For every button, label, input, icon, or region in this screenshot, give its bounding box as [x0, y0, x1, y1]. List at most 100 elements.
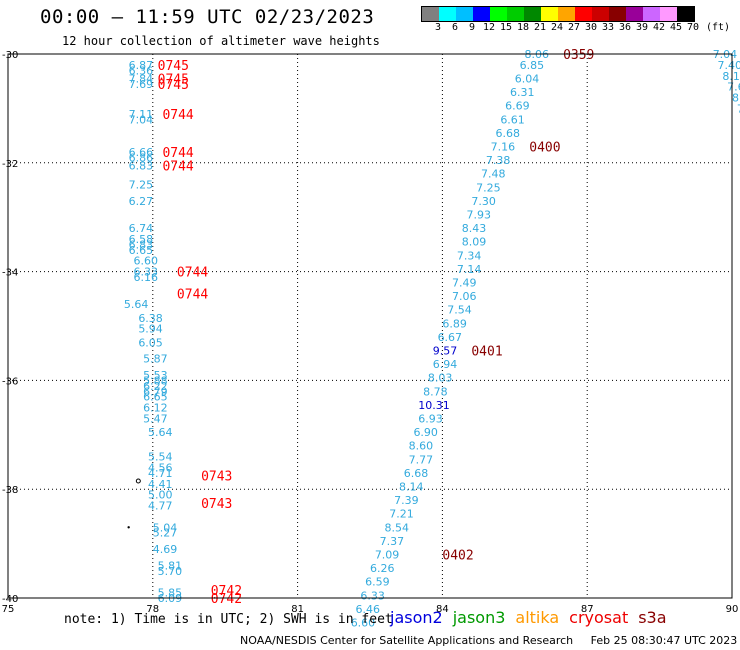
swh-label: 7.34 — [457, 249, 482, 262]
satellite-altika: altika — [515, 608, 560, 627]
swh-label: 8.60 — [409, 440, 434, 453]
color-scale-label: 12 — [482, 22, 496, 33]
color-scale-label: 27 — [567, 22, 581, 33]
time-label: 0401 — [471, 344, 502, 359]
swh-label: 6.16 — [133, 271, 158, 284]
swh-label: 4.69 — [153, 543, 178, 556]
swh-label: 7.21 — [389, 508, 414, 521]
color-swatch-15 — [677, 7, 694, 21]
color-scale-label: 3 — [434, 22, 442, 33]
swh-label: 6.74 — [129, 222, 154, 235]
swh-label: 8. — [732, 92, 740, 105]
swh-label: 8.14 — [399, 480, 424, 493]
footer-credit: NOAA/NESDIS Center for Satellite Applica… — [240, 634, 574, 647]
lat-tick-label: -32 — [2, 159, 18, 170]
swh-label: 6.60 — [133, 255, 158, 268]
color-scale-label: 24 — [550, 22, 564, 33]
swh-label: 5.87 — [143, 353, 168, 366]
swh-label: 7.25 — [476, 181, 501, 194]
swh-label: 5.81 — [158, 559, 183, 572]
time-label: 0742 — [211, 584, 242, 599]
swh-label: 7.25 — [129, 179, 154, 192]
swh-label: 6.86 — [129, 151, 154, 164]
swh-label: 5.64 — [148, 426, 173, 439]
swh-label: 4.41 — [148, 478, 173, 491]
swh-label: 6.60 — [351, 616, 376, 629]
color-swatch-14 — [660, 7, 677, 21]
color-swatch-5 — [507, 7, 524, 21]
swh-label: 6.61 — [500, 113, 525, 126]
footer-timestamp: Feb 25 08:30:47 UTC 2023 — [590, 634, 738, 647]
color-scale-label: 18 — [516, 22, 530, 33]
color-scale-label: 42 — [652, 22, 666, 33]
swh-label: 6.27 — [129, 195, 154, 208]
lon-tick-label: 84 — [436, 604, 449, 615]
swh-label: 6.89 — [442, 317, 467, 330]
swh-label: 7.39 — [394, 494, 419, 507]
swh-label: 5.53 — [143, 369, 168, 382]
swh-label: 5.94 — [138, 323, 163, 336]
swh-label: 6.33 — [360, 589, 385, 602]
swh-label: 6.65 — [143, 391, 168, 404]
swh-label: 5.85 — [158, 587, 183, 600]
swh-label: 8.78 — [423, 385, 448, 398]
color-swatch-6 — [524, 7, 541, 21]
color-swatch-13 — [643, 7, 660, 21]
swh-label: 7.06 — [452, 290, 477, 303]
swh-label: 7.16 — [491, 140, 515, 153]
swh-label: 8.11 — [722, 70, 740, 83]
swh-label: 6.46 — [356, 603, 381, 616]
time-label: 0742 — [211, 592, 242, 607]
swh-label: 6.79 — [143, 385, 168, 398]
time-label: 0745 — [158, 72, 189, 87]
color-scale-label: 30 — [584, 22, 598, 33]
swh-label: 5.04 — [153, 521, 178, 534]
time-label: 0744 — [177, 266, 208, 281]
time-label: 0743 — [201, 497, 232, 512]
swh-label: 8.43 — [462, 222, 487, 235]
swh-label: 7.69 — [129, 78, 154, 91]
swh-label: 6.31 — [510, 86, 535, 99]
swh-label: 6.67 — [438, 331, 463, 344]
time-label: 0402 — [442, 548, 473, 563]
color-swatch-2 — [456, 7, 473, 21]
color-swatch-8 — [558, 7, 575, 21]
swh-label: 5.27 — [153, 527, 178, 540]
lat-tick-label: -34 — [2, 268, 18, 279]
time-label: 0745 — [158, 59, 189, 74]
swh-label: 7.48 — [481, 168, 506, 181]
swh-label: 7.37 — [380, 535, 405, 548]
swh-label: 6.04 — [515, 72, 540, 85]
color-scale-label: 6 — [451, 22, 459, 33]
time-label: 0744 — [177, 287, 208, 302]
swh-label: 6.68 — [404, 467, 429, 480]
lon-tick-label: 81 — [291, 604, 304, 615]
lon-tick-label: 78 — [146, 604, 159, 615]
swh-label: 6.33 — [133, 266, 158, 279]
time-label: 0744 — [162, 146, 193, 161]
swh-label: 8.09 — [462, 236, 487, 249]
swh-label: 9.57 — [433, 344, 458, 357]
color-scale-label: 33 — [601, 22, 615, 33]
map-frame — [7, 53, 733, 599]
swh-label: 6.93 — [418, 412, 443, 425]
swh-label: 5.00 — [148, 489, 173, 502]
color-swatch-9 — [575, 7, 592, 21]
color-swatch-3 — [473, 7, 490, 21]
swh-label: 7.30 — [471, 195, 496, 208]
swh-label: 6.83 — [129, 160, 154, 173]
time-label: 0744 — [162, 108, 193, 123]
swh-label: 6.59 — [365, 576, 390, 589]
lon-tick-label: 75 — [2, 604, 15, 615]
swh-label: 7.38 — [486, 154, 511, 167]
swh-label: 6.26 — [370, 562, 395, 575]
swh-label: 6.85 — [520, 59, 545, 72]
swh-label: 6.58 — [129, 233, 154, 246]
lat-tick-label: -38 — [2, 485, 18, 496]
swh-label: 5.64 — [124, 298, 149, 311]
color-scale-bar — [421, 6, 695, 22]
swh-label: 5.88 — [143, 374, 168, 387]
time-label: 0743 — [201, 470, 232, 485]
color-scale-labels: 3 6 9 12 15 18 21 24 27 30 33 36 39 42 45 70 (ft) — [421, 22, 740, 34]
